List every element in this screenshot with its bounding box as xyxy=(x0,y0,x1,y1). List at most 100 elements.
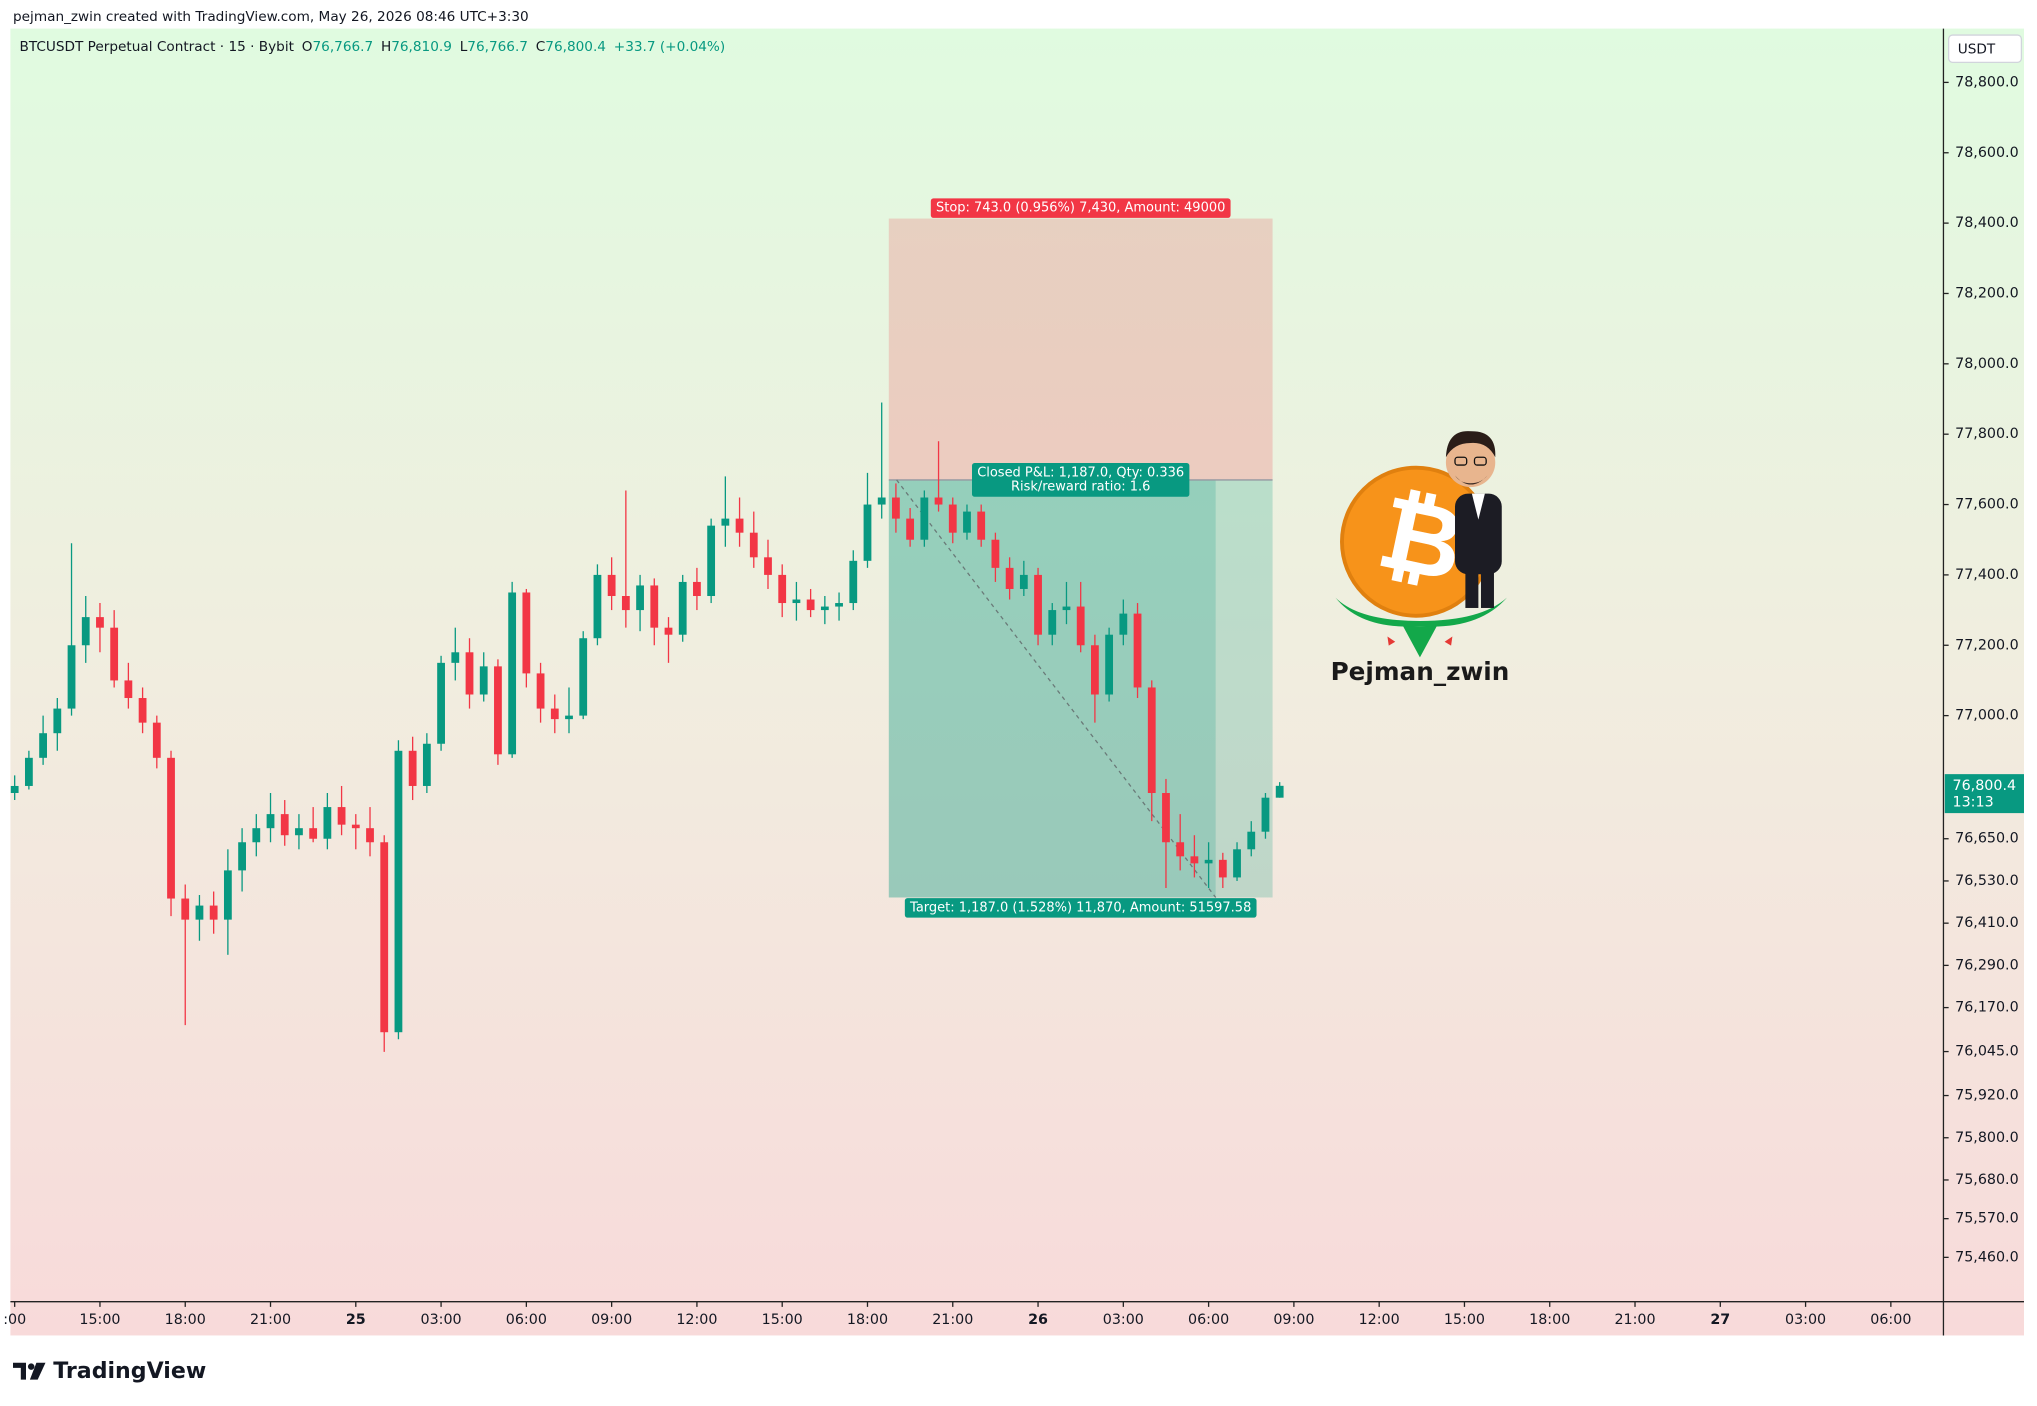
candle-body xyxy=(494,666,502,755)
legend-key: C xyxy=(536,39,546,55)
candle-body xyxy=(24,757,33,786)
y-tick-label: 77,600.0 xyxy=(1955,497,2019,513)
candle-body xyxy=(152,722,161,758)
candle-body xyxy=(877,497,886,505)
candle-body xyxy=(536,673,545,709)
figure-leg xyxy=(1480,571,1494,608)
candle-body xyxy=(892,497,900,519)
watermark-arc xyxy=(1403,626,1437,658)
candle-body xyxy=(337,807,346,825)
candle-body xyxy=(1119,613,1128,635)
candle-body xyxy=(81,617,90,646)
x-tick-label: 06:00 xyxy=(1870,1312,1911,1328)
y-tick-label: 76,045.0 xyxy=(1955,1044,2019,1060)
footer-logo: TradingView xyxy=(13,1359,206,1384)
candle-body xyxy=(1233,849,1241,878)
legend-symbol: BTCUSDT Perpetual Contract · 15 · Bybit xyxy=(20,39,295,55)
y-tick-label: 78,800.0 xyxy=(1955,74,2019,90)
candle-body xyxy=(10,785,19,794)
y-tick-label: 76,530.0 xyxy=(1955,873,2019,889)
candle-body xyxy=(1034,574,1042,635)
candle-body xyxy=(351,824,360,829)
candle-body xyxy=(579,638,588,716)
footer-brand: TradingView xyxy=(53,1359,206,1384)
target-label: Target: 1,187.0 (1.528%) 11,870, Amount:… xyxy=(909,900,1251,915)
candle-body xyxy=(593,574,602,639)
x-tick-label: 12:00 xyxy=(676,1312,717,1328)
y-tick-label: 77,400.0 xyxy=(1955,567,2019,583)
candle-body xyxy=(749,532,758,558)
candle-body xyxy=(707,525,716,597)
candle-body xyxy=(380,842,389,1033)
candle-body xyxy=(1062,606,1071,611)
pnl-label-box xyxy=(971,463,1190,497)
candle-body xyxy=(849,560,858,604)
legend-key: L xyxy=(460,39,468,55)
candle-body xyxy=(693,581,701,597)
candle-body xyxy=(1133,613,1142,688)
legend-value: 76,810.9 xyxy=(391,39,452,55)
currency-box[interactable] xyxy=(1947,34,2023,64)
x-tick-label: 09:00 xyxy=(1273,1312,1314,1328)
figure-body xyxy=(1454,493,1502,575)
candle-body xyxy=(678,581,687,635)
legend: BTCUSDT Perpetual Contract · 15 · Bybit O… xyxy=(20,39,726,55)
candle-body xyxy=(110,627,119,681)
candle-body xyxy=(479,666,488,695)
candle-body xyxy=(721,518,730,526)
candle-body xyxy=(394,750,403,1033)
candle-body xyxy=(792,599,801,604)
y-tick-label: 75,800.0 xyxy=(1955,1130,2019,1146)
candle-body xyxy=(778,574,787,604)
candle-body xyxy=(53,708,62,734)
y-tick-label: 77,800.0 xyxy=(1955,426,2019,442)
candle-body xyxy=(1218,859,1227,878)
y-tick-label: 76,650.0 xyxy=(1955,831,2019,847)
candle-body xyxy=(408,750,417,786)
pnl-label: Closed P&L: 1,187.0, Qty: 0.336 xyxy=(977,465,1184,480)
figure-leg xyxy=(1465,571,1479,608)
candle-body xyxy=(366,828,374,843)
candle-body xyxy=(465,652,474,695)
candle-body xyxy=(138,698,147,723)
candle-body xyxy=(1176,842,1185,857)
candle-body xyxy=(863,504,872,561)
y-tick-label: 75,680.0 xyxy=(1955,1172,2019,1188)
x-tick-label: 15:00 xyxy=(79,1312,120,1328)
x-tick-label: 15:00 xyxy=(762,1312,803,1328)
y-tick-label: 75,920.0 xyxy=(1955,1088,2019,1104)
x-tick-label: 21:00 xyxy=(250,1312,291,1328)
logo-mark xyxy=(13,1362,26,1380)
legend-value: 76,766.7 xyxy=(313,39,374,55)
watermark: ₿ Pejman_zwin xyxy=(1331,431,1509,686)
bitcoin-coin xyxy=(1341,467,1491,616)
candle-body xyxy=(209,905,218,920)
last-price-label: 76,800.4 xyxy=(1953,778,2017,794)
stop-label: Stop: 743.0 (0.956%) 7,430, Amount: 4900… xyxy=(936,201,1225,216)
pnl-label: Risk/reward ratio: 1.6 xyxy=(1011,480,1150,495)
candle-body xyxy=(650,585,659,628)
currency[interactable]: USDT xyxy=(1958,41,1996,57)
candle-body xyxy=(124,680,133,699)
y-tick-label: 75,460.0 xyxy=(1955,1249,2019,1265)
y-tick-label: 77,000.0 xyxy=(1955,708,2019,724)
candle-body xyxy=(323,807,332,839)
legend-value: 76,766.7 xyxy=(467,39,528,55)
candle-body xyxy=(1261,797,1270,832)
candle-body xyxy=(181,898,190,920)
candle-body xyxy=(252,828,261,843)
y-tick-label: 76,410.0 xyxy=(1955,915,2019,931)
candle-body xyxy=(422,743,431,786)
y-tick-label: 76,290.0 xyxy=(1955,957,2019,973)
candle-body xyxy=(1204,859,1213,864)
logo-mark xyxy=(27,1363,35,1370)
x-tick-label: 09:00 xyxy=(591,1312,632,1328)
y-tick-label: 78,400.0 xyxy=(1955,215,2019,231)
candle-body xyxy=(39,733,47,758)
x-tick-label: 25 xyxy=(346,1312,366,1328)
candle-body xyxy=(735,518,744,533)
candle-body xyxy=(806,599,815,611)
candle-body xyxy=(96,617,104,628)
x-tick-label: 21:00 xyxy=(1614,1312,1655,1328)
x-tick-label: :00 xyxy=(3,1312,26,1328)
